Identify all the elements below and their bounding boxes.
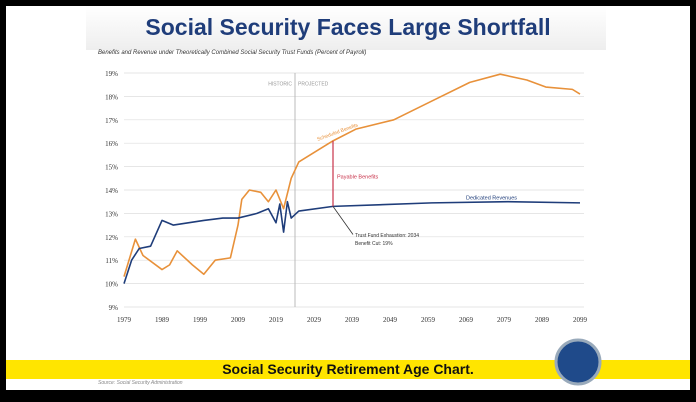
series-label-revenues: Dedicated Revenues: [466, 195, 517, 201]
exhaustion-pointer: [332, 206, 354, 235]
x-tick-label: 2089: [535, 316, 550, 324]
x-tick-label: 2099: [573, 316, 588, 324]
exhaustion-label: Trust Fund Exhaustion: 2034: [355, 233, 419, 239]
y-tick-label: 9%: [109, 304, 119, 312]
payable-benefits-label: Payable Benefits: [337, 174, 379, 180]
projected-label: PROJECTED: [298, 82, 329, 88]
y-tick-label: 11%: [105, 257, 118, 265]
y-tick-label: 14%: [105, 187, 118, 195]
x-tick-label: 2079: [497, 316, 512, 324]
series-line-benefits: [123, 73, 581, 277]
y-tick-label: 17%: [105, 117, 118, 125]
x-tick-label: 2069: [459, 316, 474, 324]
chart-title: Social Security Faces Large Shortfall: [145, 14, 551, 40]
y-tick-label: 18%: [105, 93, 118, 101]
y-tick-label: 13%: [105, 210, 118, 218]
historic-label: HISTORIC: [268, 82, 292, 88]
x-tick-label: 1989: [155, 316, 170, 324]
source-note: Source: Social Security Administration: [98, 380, 183, 386]
y-tick-label: 16%: [105, 140, 118, 148]
y-tick-label: 10%: [105, 281, 118, 289]
x-tick-label: 2039: [345, 316, 360, 324]
series-label-benefits: Scheduled Benefits: [316, 122, 359, 143]
x-tick-label: 1979: [117, 316, 132, 324]
caption-banner: Social Security Retirement Age Chart.: [6, 360, 690, 379]
benefit-cut-label: Benefit Cut: 19%: [355, 241, 393, 247]
x-tick-label: 2029: [307, 316, 322, 324]
x-tick-label: 2019: [269, 316, 284, 324]
chart-subtitle: Benefits and Revenue under Theoretically…: [98, 50, 367, 56]
series-line-revenues: [123, 200, 581, 284]
y-tick-label: 19%: [105, 70, 118, 78]
title-bar: [86, 6, 606, 50]
chart-frame: Social Security Faces Large Shortfall Be…: [6, 6, 690, 390]
x-tick-label: 2059: [421, 316, 436, 324]
y-tick-label: 12%: [105, 234, 118, 242]
x-tick-label: 2009: [231, 316, 246, 324]
y-tick-label: 15%: [105, 164, 118, 172]
x-tick-label: 2049: [383, 316, 398, 324]
x-tick-label: 1999: [193, 316, 208, 324]
chart-plot: 9% 10% 11% 12% 13% 14% 15% 16% 17% 18% 19% 1979 1989…: [105, 70, 588, 324]
